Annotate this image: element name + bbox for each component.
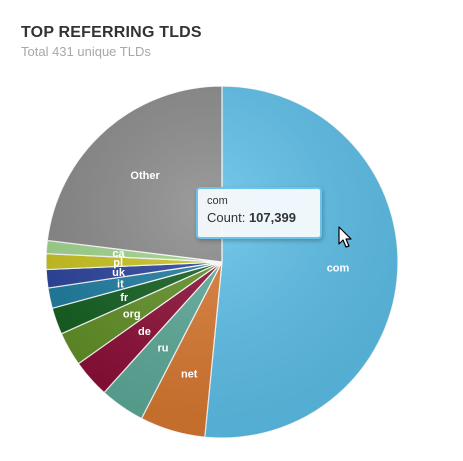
pie-label-uk: uk	[112, 267, 126, 279]
chart-subtitle: Total 431 unique TLDs	[21, 44, 151, 59]
chart-title: TOP REFERRING TLDS	[21, 24, 202, 41]
pie-label-fr: fr	[120, 292, 129, 304]
pie-slice-com[interactable]	[204, 85, 399, 439]
tooltip-count-label: Count:	[207, 210, 246, 225]
pie-label-net: net	[181, 368, 198, 380]
pie-label-com: com	[327, 263, 350, 275]
tooltip-count-value: 107,399	[248, 210, 296, 225]
tooltip-count-line: Count: 107,399	[207, 210, 320, 225]
pie-label-org: org	[123, 308, 141, 320]
tooltip: com Count: 107,399	[196, 187, 322, 239]
mouse-cursor-icon	[338, 226, 352, 248]
pie-label-pl: pl	[113, 257, 123, 269]
tooltip-category: com	[207, 195, 228, 207]
pie-label-other: Other	[130, 170, 160, 182]
pie-label-it: it	[117, 278, 124, 290]
pie-label-ca: ca	[112, 248, 125, 260]
pie-label-de: de	[138, 326, 151, 338]
pie-label-ru: ru	[158, 342, 169, 354]
